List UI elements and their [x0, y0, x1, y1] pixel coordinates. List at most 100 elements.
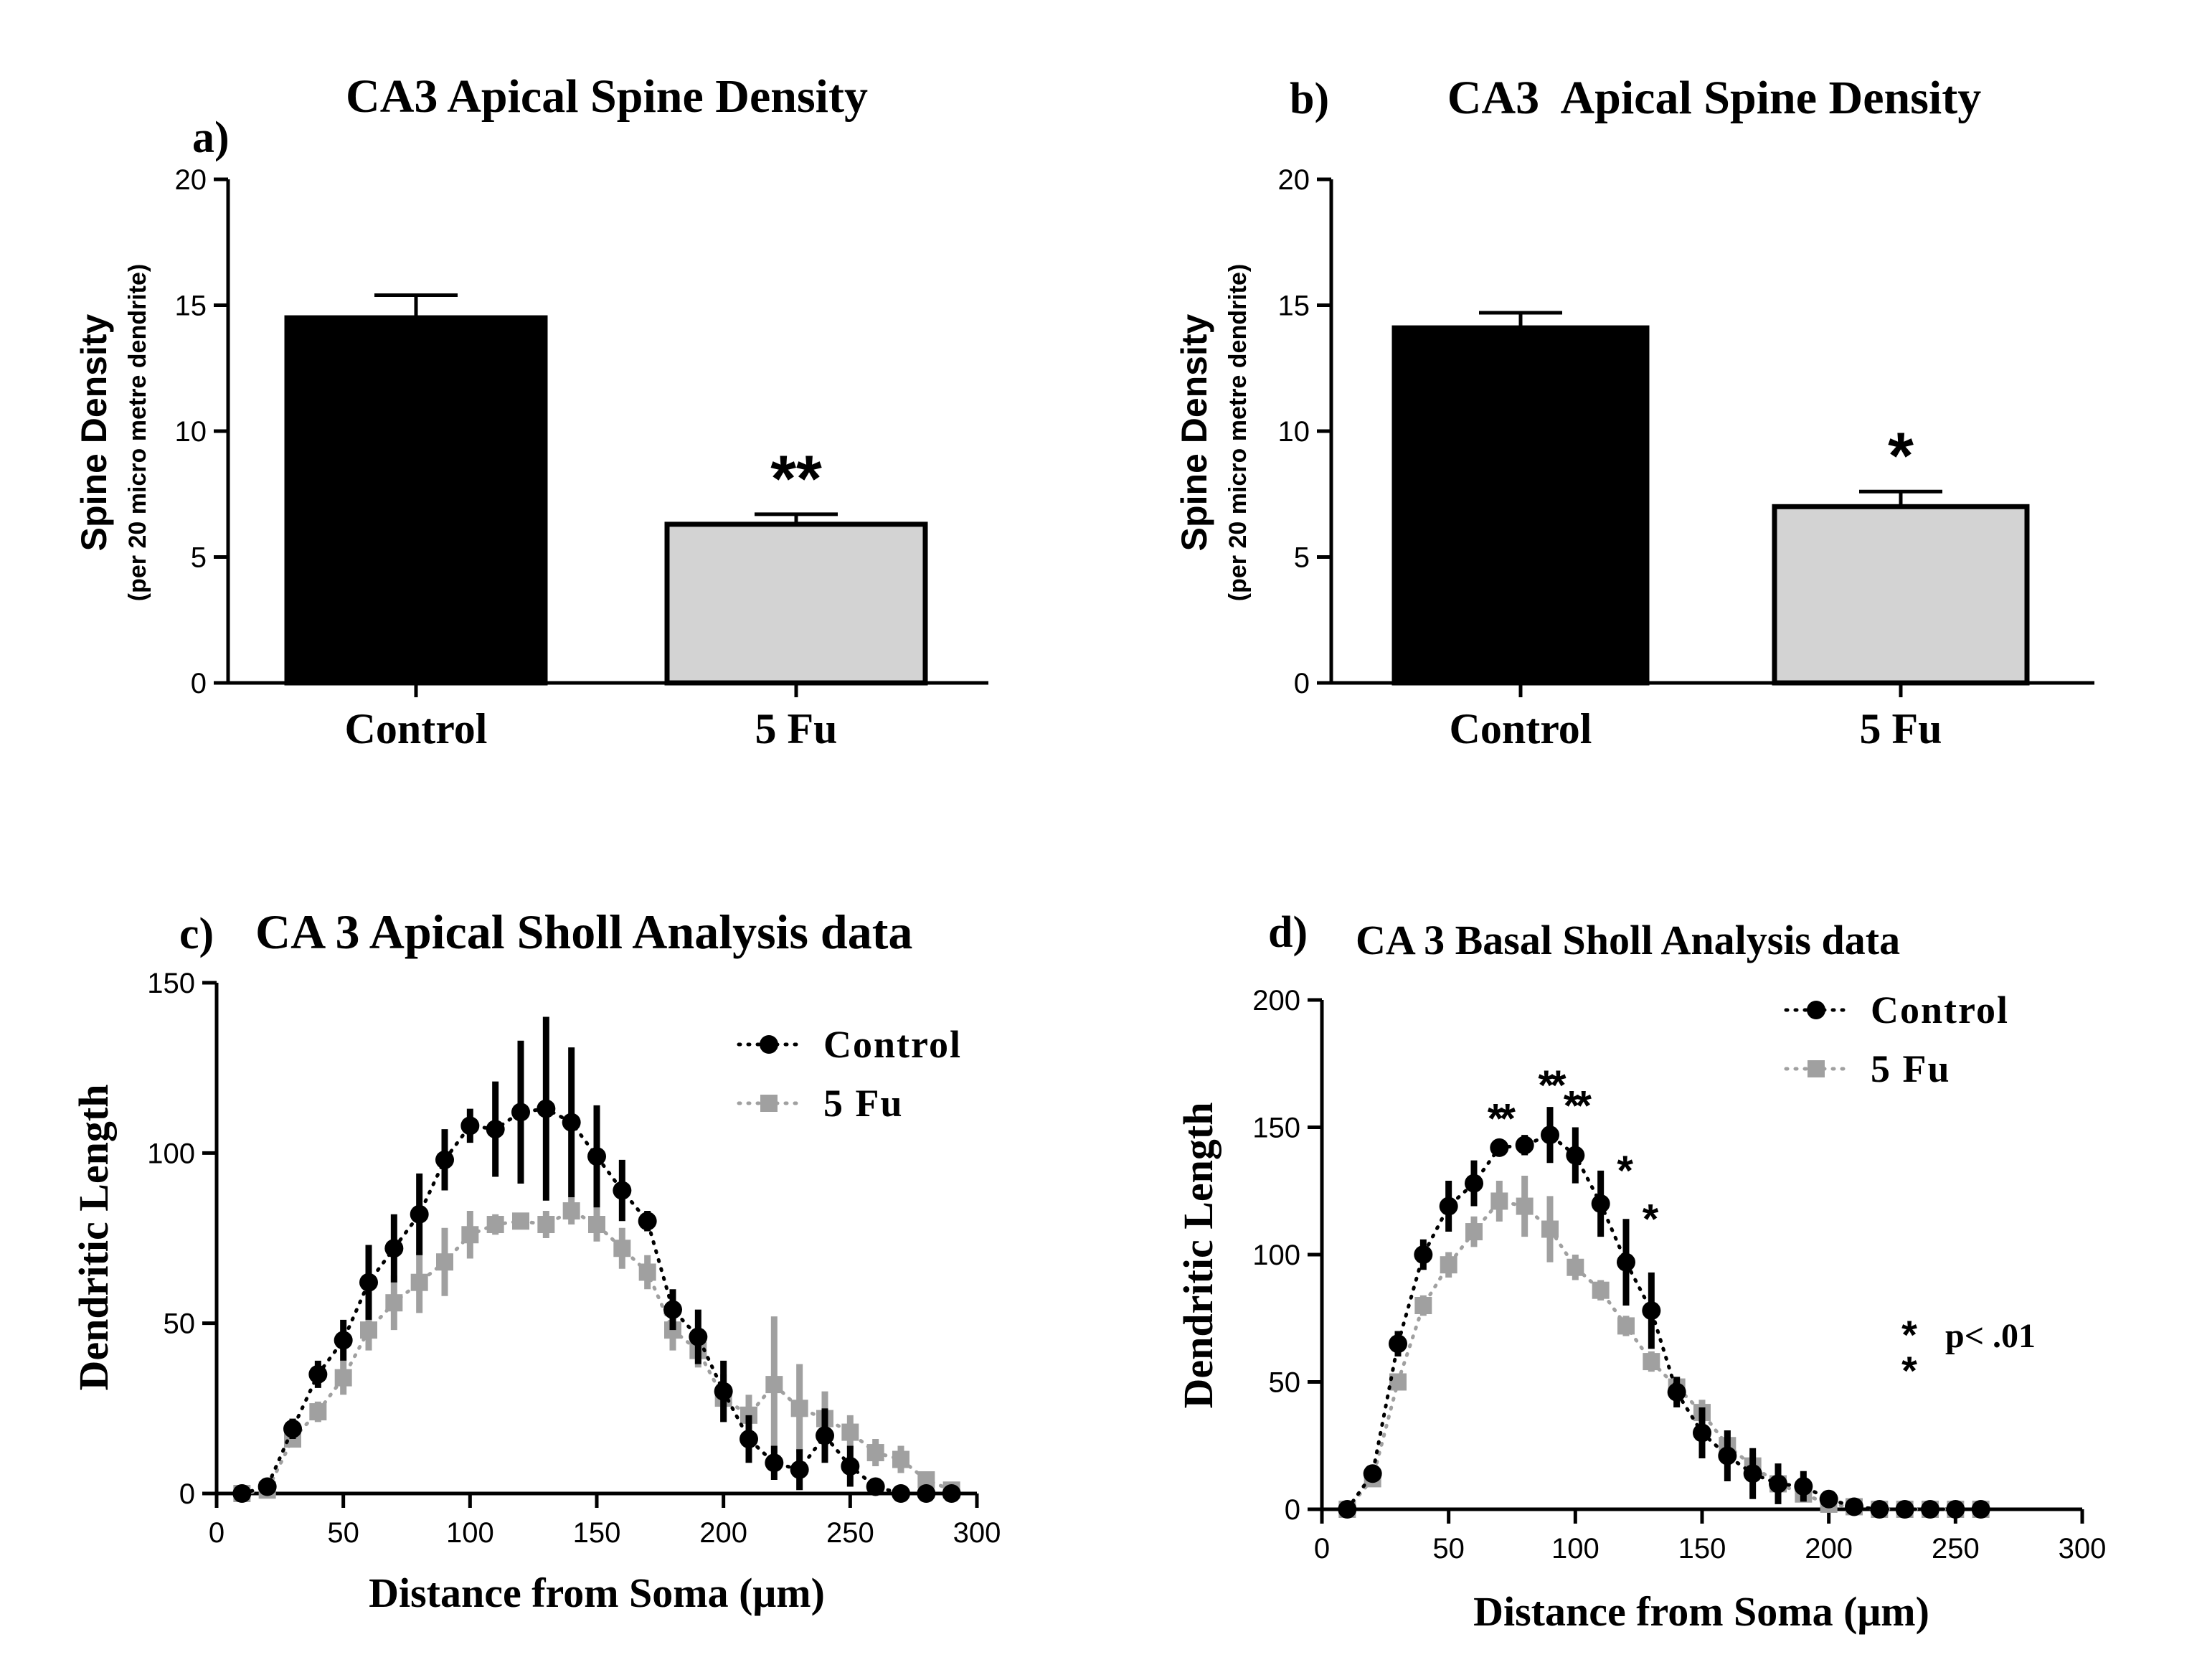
x-tick-label: 100	[1551, 1533, 1599, 1565]
panel-d-plot-area: **** ****	[1338, 1062, 1990, 1519]
data-point	[1490, 1192, 1508, 1210]
significance-stars: **	[1538, 1062, 1567, 1109]
significance-stars: **	[770, 443, 822, 516]
data-point	[1591, 1194, 1610, 1213]
data-point	[892, 1450, 909, 1468]
bar	[284, 315, 548, 686]
data-point	[334, 1331, 353, 1350]
data-point	[1743, 1464, 1762, 1483]
y-tick-label: 150	[1252, 1113, 1300, 1144]
data-point	[1490, 1138, 1509, 1157]
panel-d-note-stars: *	[1901, 1348, 1917, 1393]
data-point	[841, 1423, 859, 1441]
panel-d-note-text: p< .01	[1945, 1317, 2036, 1355]
data-point	[663, 1300, 682, 1319]
data-point	[1465, 1223, 1483, 1241]
data-point	[1440, 1256, 1457, 1274]
data-point	[588, 1216, 605, 1234]
y-tick-label: 20	[175, 164, 207, 196]
y-tick-label: 5	[191, 542, 207, 574]
legend-marker	[760, 1095, 778, 1112]
data-point	[461, 1226, 479, 1244]
x-tick-label: 0	[209, 1517, 225, 1549]
data-point	[1819, 1489, 1838, 1509]
data-point	[359, 1273, 378, 1292]
y-tick-label: 150	[147, 968, 195, 999]
data-point	[1389, 1334, 1407, 1354]
data-point	[1769, 1474, 1787, 1493]
data-point	[765, 1453, 784, 1473]
panel-c-label: c)	[179, 910, 214, 958]
data-point	[232, 1484, 252, 1503]
data-point	[511, 1103, 530, 1122]
data-point	[460, 1116, 480, 1136]
data-point	[1667, 1382, 1686, 1402]
data-point	[562, 1113, 581, 1132]
data-point	[1693, 1423, 1711, 1443]
panel-d-xlabel: Distance from Soma (μm)	[1473, 1588, 1929, 1635]
data-point	[1414, 1245, 1433, 1264]
significance-stars: *	[1617, 1148, 1633, 1194]
data-point	[613, 1240, 631, 1257]
data-point	[816, 1426, 834, 1445]
panel-a-category-labels: Control 5 Fu	[345, 683, 838, 752]
panel-d-line-chart: d) CA 3 Basal Sholl Analysis data Dendri…	[1175, 908, 2106, 1635]
data-point	[1921, 1500, 1939, 1519]
x-tick-label: 150	[1678, 1533, 1726, 1565]
y-tick-label: 20	[1278, 164, 1310, 196]
data-point	[1794, 1477, 1813, 1496]
data-point	[360, 1321, 377, 1339]
data-point	[1516, 1197, 1534, 1215]
x-tick-label: 50	[1432, 1533, 1465, 1565]
x-tick-label: 300	[2059, 1533, 2107, 1565]
panel-c-title: CA 3 Apical Sholl Analysis data	[255, 905, 912, 959]
data-point	[334, 1369, 352, 1387]
data-point	[1541, 1220, 1559, 1238]
legend-marker	[1807, 1001, 1825, 1019]
panel-b-category-labels: Control 5 Fu	[1450, 683, 1942, 752]
panel-b-ylabel: Spine Density	[1174, 313, 1214, 551]
y-tick-label: 15	[175, 291, 207, 322]
x-tick-label: 250	[826, 1517, 874, 1549]
data-point	[436, 1253, 453, 1271]
data-point	[1642, 1301, 1661, 1321]
x-tick-label: 150	[573, 1517, 621, 1549]
significance-stars: *	[1643, 1196, 1659, 1242]
x-tick-label: 200	[1805, 1533, 1853, 1565]
panel-a-y-ticks: 0 5 10 15 20	[175, 164, 228, 699]
data-point	[714, 1382, 733, 1401]
significance-stars: **	[1488, 1095, 1516, 1142]
data-point	[309, 1403, 327, 1421]
data-point	[486, 1120, 505, 1139]
panel-a-ylabel: Spine Density	[74, 313, 114, 551]
significance-stars: *	[1888, 420, 1914, 493]
y-tick-label: 15	[1278, 291, 1310, 322]
data-point	[1845, 1497, 1863, 1516]
data-point	[385, 1294, 403, 1312]
x-tick-label: 0	[1314, 1533, 1330, 1565]
legend-label: 5 Fu	[823, 1082, 904, 1125]
panel-a-ylabel-sub: (per 20 micro metre dendrite)	[124, 264, 151, 601]
y-tick-label: 5	[1294, 542, 1310, 574]
category-label: 5 Fu	[1859, 705, 1942, 752]
bar	[664, 522, 928, 686]
data-point	[1567, 1258, 1584, 1276]
data-point	[283, 1419, 302, 1438]
data-point	[1465, 1174, 1483, 1193]
panel-b-ylabel-sub: (per 20 micro metre dendrite)	[1224, 264, 1252, 601]
data-point	[765, 1376, 783, 1394]
data-point	[739, 1430, 758, 1449]
data-point	[410, 1204, 429, 1224]
data-point	[866, 1477, 885, 1496]
data-point	[1870, 1500, 1889, 1519]
y-tick-label: 0	[191, 668, 207, 699]
series-line-5-fu	[240, 1209, 954, 1496]
panel-d-legend: Control 5 Fu	[1784, 988, 2008, 1090]
legend-marker	[760, 1035, 778, 1054]
legend-marker	[1808, 1060, 1825, 1077]
y-tick-label: 50	[1269, 1367, 1301, 1399]
bar	[1391, 325, 1650, 686]
x-tick-label: 200	[699, 1517, 747, 1549]
data-point	[1946, 1500, 1965, 1519]
